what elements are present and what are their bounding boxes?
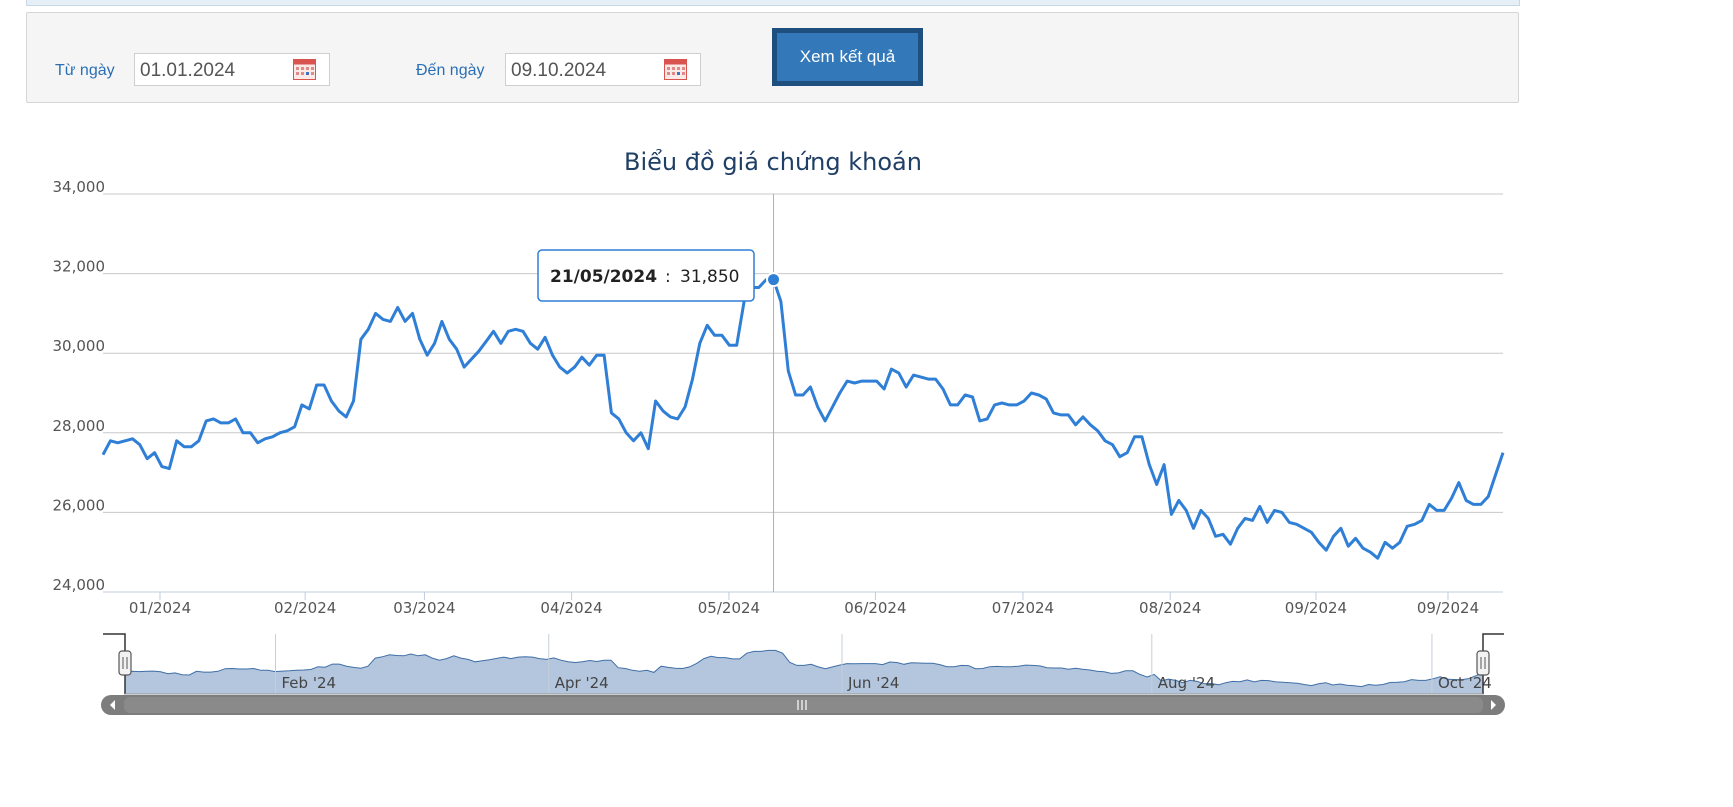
x-tick-label: 09/2024 bbox=[1285, 599, 1347, 617]
view-results-button[interactable]: Xem kết quả bbox=[777, 33, 918, 81]
calendar-icon[interactable] bbox=[293, 58, 316, 80]
x-tick-label: 06/2024 bbox=[844, 599, 906, 617]
x-tick-label: 02/2024 bbox=[274, 599, 336, 617]
price-line bbox=[101, 278, 1505, 560]
navigator-left-handle[interactable] bbox=[118, 650, 132, 676]
x-tick-label: 01/2024 bbox=[129, 599, 191, 617]
navigator-label: Apr '24 bbox=[555, 674, 609, 692]
navigator-label: Oct '24 bbox=[1438, 674, 1492, 692]
y-tick-label: 34,000 bbox=[53, 178, 106, 196]
navigator-right-outline bbox=[1482, 633, 1504, 694]
navigator-left-outline bbox=[103, 633, 126, 694]
handle-body bbox=[1476, 650, 1490, 676]
handle-body bbox=[118, 650, 132, 676]
y-tick-label: 32,000 bbox=[53, 258, 106, 276]
top-strip bbox=[26, 0, 1520, 6]
x-tick-label: 05/2024 bbox=[698, 599, 760, 617]
y-tick-label: 26,000 bbox=[53, 496, 106, 514]
scrollbar-thumb bbox=[124, 697, 1483, 713]
y-tick-label: 24,000 bbox=[53, 576, 106, 594]
date-filter-bar: Từ ngày 01.01.2024 Đến ngày 09.10.2024 bbox=[26, 12, 1519, 103]
x-tick-label: 09/2024 bbox=[1417, 599, 1479, 617]
x-tick-label: 04/2024 bbox=[540, 599, 602, 617]
to-date-input[interactable]: 09.10.2024 bbox=[505, 53, 701, 86]
navigator-label: Feb '24 bbox=[282, 674, 337, 692]
chart-title: Biểu đồ giá chứng khoán bbox=[624, 148, 922, 176]
navigator-scrollbar[interactable] bbox=[101, 695, 1505, 715]
scroll-right-arrow-icon bbox=[1491, 700, 1496, 710]
tooltip-separator: : bbox=[665, 267, 671, 287]
tooltip-date: 21/05/2024 bbox=[550, 267, 657, 287]
x-tick-label: 08/2024 bbox=[1139, 599, 1201, 617]
to-date-label: Đến ngày bbox=[416, 62, 485, 79]
x-tick-label: 03/2024 bbox=[393, 599, 455, 617]
y-tick-label: 30,000 bbox=[53, 337, 106, 355]
data-point-marker bbox=[766, 272, 782, 288]
from-date-label: Từ ngày bbox=[55, 62, 115, 79]
tooltip-value: 31,850 bbox=[680, 267, 739, 287]
scrollbar-track bbox=[101, 695, 1505, 715]
scroll-left-arrow-icon bbox=[110, 700, 115, 710]
navigator-right-handle[interactable] bbox=[1476, 650, 1490, 676]
calendar-icon[interactable] bbox=[664, 58, 687, 80]
tooltip-box bbox=[537, 249, 755, 302]
y-tick-label: 28,000 bbox=[53, 417, 106, 435]
navigator-label: Aug '24 bbox=[1158, 674, 1215, 692]
x-tick-label: 07/2024 bbox=[992, 599, 1054, 617]
navigator-label: Jun '24 bbox=[847, 674, 899, 692]
view-results-button-frame: Xem kết quả bbox=[772, 28, 923, 86]
navigator-series-area bbox=[124, 649, 1484, 695]
